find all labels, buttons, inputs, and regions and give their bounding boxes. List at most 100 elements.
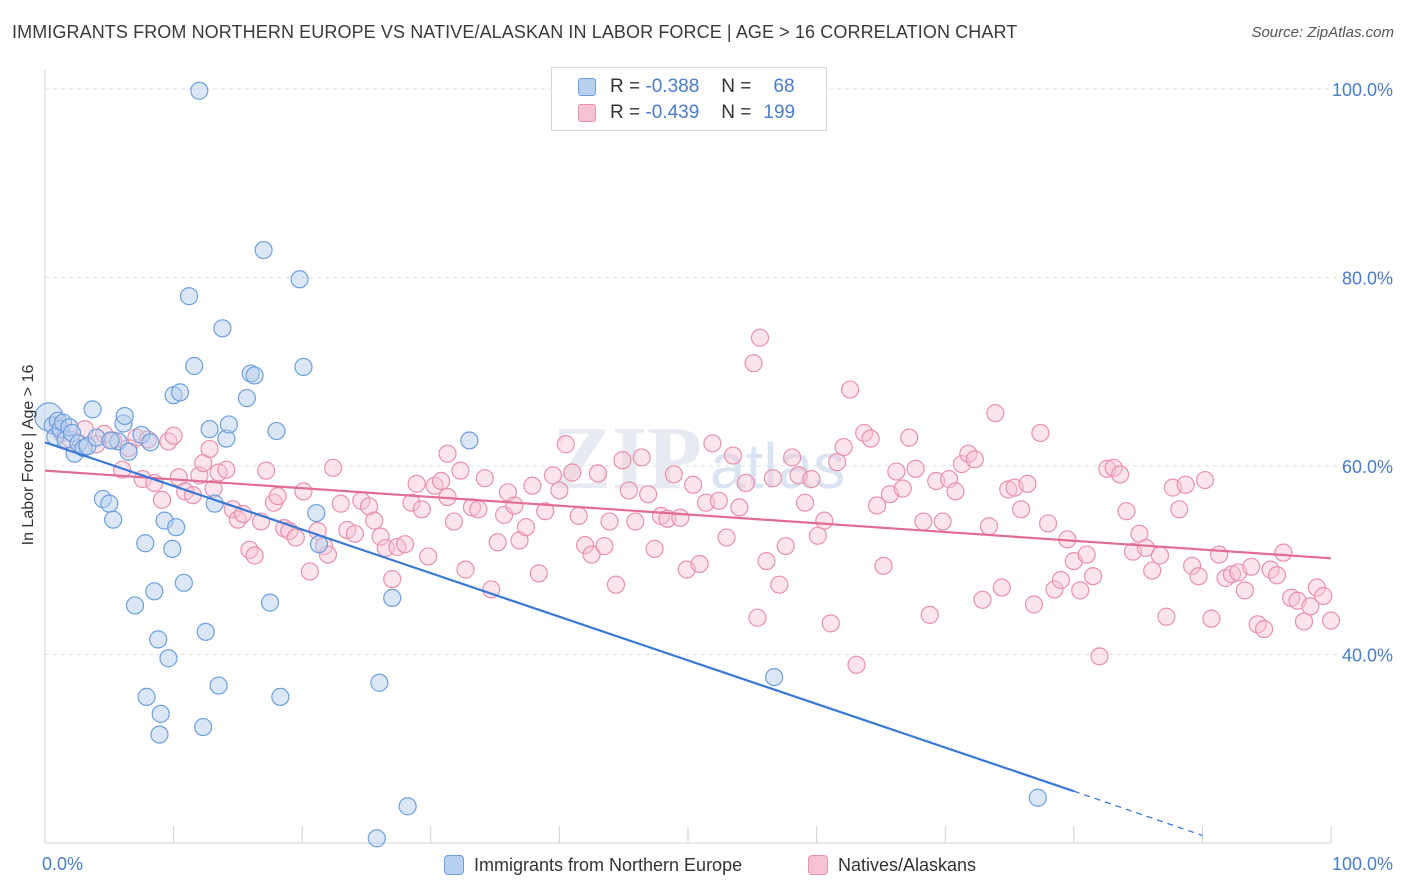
natives-point: [907, 460, 924, 477]
natives-point: [301, 563, 318, 580]
natives-point: [947, 483, 964, 500]
natives-point: [809, 527, 826, 544]
natives-point: [1019, 475, 1036, 492]
natives-point: [646, 540, 663, 557]
natives-point: [835, 439, 852, 456]
natives-point: [737, 474, 754, 491]
natives-point: [758, 553, 775, 570]
natives-point: [433, 473, 450, 490]
natives-point: [607, 576, 624, 593]
natives-point: [1268, 567, 1285, 584]
natives-point: [408, 475, 425, 492]
immigrants-point: [272, 688, 289, 705]
immigrants-point: [150, 631, 167, 648]
immigrants-point: [138, 688, 155, 705]
scatter-chart: ZIP atlas 40.0%60.0%80.0%100.0%0.0% 100.0…: [0, 0, 1406, 892]
immigrants-point: [116, 407, 133, 424]
immigrants-point: [291, 271, 308, 288]
immigrants-point: [210, 677, 227, 694]
natives-point: [1203, 610, 1220, 627]
natives-point: [894, 480, 911, 497]
immigrants-point: [368, 830, 385, 847]
natives-point: [295, 483, 312, 500]
natives-point: [452, 462, 469, 479]
natives-point: [384, 571, 401, 588]
natives-point: [397, 536, 414, 553]
natives-point: [640, 486, 657, 503]
immigrants-point: [186, 358, 203, 375]
natives-point: [803, 471, 820, 488]
natives-point: [777, 538, 794, 555]
natives-point: [165, 427, 182, 444]
natives-point: [596, 538, 613, 555]
x-tick-label: 0.0%: [42, 854, 83, 874]
natives-point: [476, 470, 493, 487]
immigrants-point: [255, 242, 272, 259]
immigrants-point: [238, 390, 255, 407]
natives-point: [1158, 608, 1175, 625]
natives-point: [1315, 588, 1332, 605]
immigrants-point: [201, 421, 218, 438]
natives-point: [888, 463, 905, 480]
natives-point: [1052, 571, 1069, 588]
natives-point: [1196, 472, 1213, 489]
immigrants-point: [120, 443, 137, 460]
natives-point: [524, 477, 541, 494]
immigrants-point: [105, 511, 122, 528]
r-label: R =: [610, 76, 640, 98]
immigrants-point: [371, 674, 388, 691]
immigrants-point: [160, 650, 177, 667]
natives-point: [517, 519, 534, 536]
natives-point: [627, 513, 644, 530]
natives-point: [731, 499, 748, 516]
natives-point: [691, 555, 708, 572]
immigrants-point: [308, 505, 325, 522]
natives-point: [1211, 546, 1228, 563]
natives-point: [921, 606, 938, 623]
natives-point: [875, 557, 892, 574]
natives-point: [201, 440, 218, 457]
natives-point: [822, 615, 839, 632]
natives-point: [633, 449, 650, 466]
y-axis-title: In Labor Force | Age > 16: [20, 365, 37, 546]
stats-legend-row-immigrants: R = -0.388 N = 68: [578, 75, 795, 99]
natives-point: [1295, 613, 1312, 630]
natives-point: [1236, 582, 1253, 599]
natives-point: [551, 482, 568, 499]
natives-point: [614, 452, 631, 469]
natives-point: [332, 495, 349, 512]
immigrants-point: [172, 384, 189, 401]
natives-point: [1177, 476, 1194, 493]
natives-point: [764, 470, 781, 487]
natives-point: [439, 445, 456, 462]
immigrants-point: [175, 574, 192, 591]
immigrants-point: [399, 798, 416, 815]
natives-point: [154, 491, 171, 508]
immigrants-point: [197, 623, 214, 640]
immigrants-point: [262, 594, 279, 611]
natives-point: [745, 355, 762, 372]
natives-point: [1323, 612, 1340, 629]
natives-point: [287, 529, 304, 546]
natives-point: [1091, 648, 1108, 665]
natives-point: [1171, 501, 1188, 518]
natives-point: [346, 525, 363, 542]
immigrants-point: [146, 583, 163, 600]
immigrants-point: [142, 434, 159, 451]
natives-point: [718, 529, 735, 546]
immigrants-point: [152, 705, 169, 722]
natives-point: [848, 656, 865, 673]
immigrants-trend-extension: [1074, 791, 1203, 835]
natives-point: [530, 565, 547, 582]
natives-point: [725, 447, 742, 464]
natives-point: [980, 518, 997, 535]
immigrants-point: [84, 401, 101, 418]
immigrants-point: [102, 432, 119, 449]
natives-point: [842, 381, 859, 398]
n-label: N =: [721, 102, 751, 124]
natives-point: [246, 547, 263, 564]
legend-item-immigrants: Immigrants from Northern Europe: [444, 852, 742, 878]
natives-point: [1112, 466, 1129, 483]
natives-point: [901, 429, 918, 446]
immigrants-point: [384, 589, 401, 606]
